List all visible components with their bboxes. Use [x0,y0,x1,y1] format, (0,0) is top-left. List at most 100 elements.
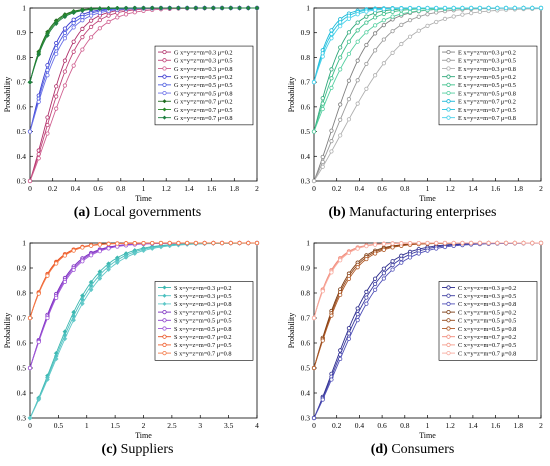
series-point-d-2 [364,301,369,306]
legend-marker-a-8 [162,115,167,120]
chart-b: 0 0.2 0.4 0.6 0.8 1 1.2 1.4 1.6 1.8 2 0.3 0.4 0.5 0.6 0… [287,4,543,204]
series-point-b-2 [338,133,343,138]
series-point-c-8 [89,243,94,248]
legend-label-a-8: G x=y=z=m=0.7 μ=0.8 [174,115,233,122]
series-point-b-5 [373,23,378,28]
x-tick-label-b: 0.4 [355,184,365,193]
series-point-b-5 [338,67,343,72]
series-point-a-5 [97,10,102,15]
y-tick-label-c: 1 [22,239,26,248]
series-point-d-2 [399,260,404,265]
x-tick-label-a: 1.4 [184,184,194,193]
series-point-d-0 [355,306,360,311]
y-axis-label-a: Probability [3,77,12,113]
series-point-b-2 [390,50,395,55]
series-point-d-5 [390,245,395,250]
series-point-a-2 [54,106,59,111]
series-point-b-5 [355,39,360,44]
series-point-b-8 [495,5,500,11]
series-point-b-2 [425,23,430,28]
series-point-a-2 [62,83,68,88]
series-point-a-2 [132,10,137,15]
series-point-b-8 [425,5,430,11]
series-point-c-8 [115,241,120,246]
series-point-b-1 [425,12,430,17]
legend-label-a-0: G x=y=z=m=0.3 μ=0.2 [174,49,233,56]
x-tick-label-c: 3 [198,421,202,430]
legend-marker-c-4 [162,318,167,323]
series-point-d-8 [434,240,439,246]
legend-marker-a-1 [162,58,167,63]
series-point-b-1 [407,18,413,23]
series-point-b-8 [373,7,378,13]
series-point-b-4 [355,28,360,33]
series-point-b-2 [451,14,456,19]
legend-label-d-3: C x=y=z=m=0.5 μ=0.2 [458,309,516,316]
series-point-b-5 [399,11,404,17]
y-tick-label-c: 0.6 [17,339,27,348]
x-tick-label-d: 0 [312,421,316,430]
series-point-d-8 [320,289,325,294]
series-point-c-8 [211,240,216,246]
series-point-c-2 [123,255,129,260]
series-point-c-5 [80,259,85,264]
legend-label-a-6: G x=y=z=m=0.7 μ=0.2 [174,99,233,106]
x-tick-label-d: 1 [426,421,430,430]
series-point-a-5 [27,129,33,134]
series-point-a-8 [176,5,181,11]
series-point-a-8 [219,5,225,11]
series-point-c-8 [97,242,102,247]
legend-label-c-7: S x=y=z=m=0.7 μ=0.5 [174,342,232,349]
series-point-b-3 [364,14,369,19]
series-point-a-2 [89,35,94,40]
series-point-c-8 [237,240,242,246]
series-point-a-5 [71,25,76,30]
legend-label-a-5: G x=y=z=m=0.5 μ=0.8 [174,90,233,97]
series-point-a-8 [114,5,120,11]
series-point-b-8 [486,5,491,11]
legend-label-d-2: C x=y=z=m=0.3 μ=0.8 [458,301,516,308]
series-point-b-8 [538,5,544,11]
series-point-d-8 [530,240,535,246]
series-point-d-2 [425,248,430,253]
series-point-d-2 [355,318,360,323]
legend-label-b-8: E x=y=z=m=0.7 μ=0.8 [458,115,516,122]
series-point-c-2 [53,356,59,362]
series-point-b-5 [407,10,413,15]
series-point-a-8 [210,5,216,11]
series-point-b-2 [373,73,378,78]
series-point-b-0 [338,102,343,107]
legend-marker-d-8 [446,350,451,356]
series-point-c-2 [27,415,33,421]
legend-marker-d-7 [446,342,451,347]
chart-d: 0 0.2 0.4 0.6 0.8 1 1.2 1.4 1.6 1.8 2 0.3 0.4 0.5 0.6 0… [287,239,543,441]
x-tick-label-d: 1.4 [468,421,478,430]
series-point-a-2 [36,156,41,161]
series-point-a-1 [97,17,102,23]
series-point-a-2 [71,63,76,68]
series-point-a-0 [89,18,94,23]
series-point-b-4 [373,15,378,20]
series-point-d-8 [416,240,421,246]
series-point-c-2 [114,260,120,266]
x-tick-label-b: 1.2 [446,184,456,193]
legend-marker-b-1 [446,58,451,63]
x-tick-label-d: 0.6 [377,421,387,430]
series-point-b-8 [320,54,325,59]
x-tick-label-b: 0.6 [377,184,387,193]
series-point-a-0 [54,84,59,89]
series-point-d-2 [434,246,439,251]
series-point-b-2 [329,149,334,154]
x-tick-label-c: 0.5 [54,421,64,430]
series-point-b-8 [512,5,517,11]
x-tick-label-a: 1.2 [162,184,172,193]
legend-c: S x=y=z=m=0.3 μ=0.2S x=y=z=m=0.3 μ=0.5S … [154,281,254,361]
series-point-b-8 [469,5,474,11]
series-point-b-8 [434,5,439,11]
y-tick-label-a: 0.3 [17,177,27,186]
series-point-b-8 [530,5,535,11]
series-point-b-0 [355,58,360,63]
series-point-a-8 [62,14,68,20]
series-point-a-5 [89,13,94,18]
legend-label-b-3: E x=y=z=m=0.5 μ=0.2 [458,74,516,81]
